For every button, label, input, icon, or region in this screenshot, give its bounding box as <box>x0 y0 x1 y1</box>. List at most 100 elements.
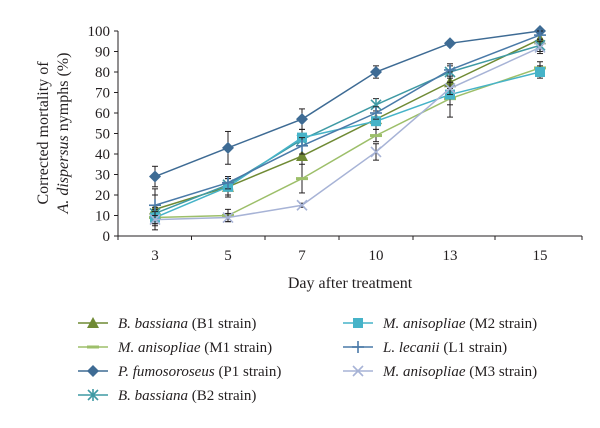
data-point-b <box>370 146 382 158</box>
legend-species: M. anisopliae <box>382 364 466 380</box>
legend-label: B. bassiana (B2 strain) <box>118 388 256 404</box>
data-point <box>535 67 545 77</box>
data-point <box>222 141 234 154</box>
data-point-b <box>534 41 546 53</box>
y-axis-unit: nymphs (%) <box>55 53 72 132</box>
y-axis-title: Corrected mortality of <box>35 61 52 205</box>
x-tick-label: 13 <box>443 248 458 264</box>
legend-item: L. lecanii (L1 strain) <box>343 340 507 356</box>
data-point <box>222 176 234 189</box>
data-point <box>296 199 308 211</box>
data-point <box>149 199 161 212</box>
legend-species: M. anisopliae <box>382 316 466 332</box>
legend-species: M. anisopliae <box>117 340 201 356</box>
series-4 <box>149 38 546 221</box>
legend-marker <box>352 365 364 377</box>
data-point <box>444 37 456 50</box>
y-tick-label: 20 <box>95 188 110 204</box>
data-point <box>296 139 308 152</box>
plot-area <box>149 25 546 231</box>
data-point <box>296 113 308 126</box>
series-line <box>154 38 541 211</box>
y-axis-ticks: 0 10 20 30 40 50 60 70 80 90 100 <box>88 24 118 245</box>
series-line <box>154 34 541 206</box>
legend-label: L. lecanii (L1 strain) <box>382 340 507 356</box>
data-point-b <box>222 211 234 224</box>
legend-strain: (M3 strain) <box>466 364 538 380</box>
legend-marker <box>87 317 99 328</box>
x-tick-label: 3 <box>151 248 159 264</box>
x-axis-ticks: 3 5 7 10 13 15 <box>117 236 583 264</box>
legend-label: M. anisopliae (M1 strain) <box>117 340 272 356</box>
data-point <box>444 63 456 76</box>
legend-item: M. anisopliae (M1 strain) <box>78 340 272 356</box>
y-tick-label: 30 <box>95 168 110 184</box>
legend-strain: (B1 strain) <box>188 316 256 332</box>
legend-strain: (M1 strain) <box>201 340 273 356</box>
legend: B. bassiana (B1 strain) M. anisopliae (M1… <box>78 316 537 404</box>
x-tick-label: 5 <box>224 248 232 264</box>
legend-species: P. fumosoroseus <box>117 364 215 380</box>
legend-marker <box>353 318 363 328</box>
data-point-b <box>296 199 308 211</box>
legend-marker <box>87 365 99 377</box>
legend-label: M. anisopliae (M3 strain) <box>382 364 537 380</box>
data-point <box>149 170 161 183</box>
legend-marker <box>352 341 364 353</box>
y-axis-species: A. dispersus <box>55 135 72 214</box>
data-point <box>534 41 546 53</box>
y-axis-title-line2: A. dispersus nymphs (%) <box>55 53 72 215</box>
y-tick-label: 10 <box>95 209 110 225</box>
data-point <box>371 116 381 127</box>
series-line <box>154 30 541 178</box>
legend-item: P. fumosoroseus (P1 strain) <box>78 364 281 380</box>
legend-marker-b <box>352 365 364 377</box>
x-tick-label: 10 <box>369 248 384 264</box>
series-1 <box>149 32 546 231</box>
legend-item: M. anisopliae (M2 strain) <box>343 316 537 332</box>
series-2 <box>149 61 546 227</box>
legend-label: B. bassiana (B1 strain) <box>118 316 256 332</box>
series-line <box>154 67 541 219</box>
data-point <box>149 214 161 226</box>
legend-species: B. bassiana <box>118 388 188 404</box>
data-point <box>222 211 234 224</box>
data-point <box>534 29 546 42</box>
data-point <box>370 146 382 158</box>
data-point <box>370 66 382 78</box>
legend-label: M. anisopliae (M2 strain) <box>382 316 537 332</box>
y-tick-label: 60 <box>95 106 110 122</box>
data-point-b <box>444 82 456 94</box>
y-tick-label: 100 <box>88 24 111 40</box>
series-7 <box>149 40 546 226</box>
legend-strain: (M2 strain) <box>466 316 538 332</box>
data-point <box>444 82 456 94</box>
chart-axes <box>117 31 582 237</box>
data-point <box>370 107 382 119</box>
legend-item: B. bassiana (B1 strain) <box>78 316 256 332</box>
series-line <box>154 44 541 215</box>
data-point <box>296 150 308 162</box>
y-tick-label: 90 <box>95 45 110 61</box>
legend-item: M. anisopliae (M3 strain) <box>343 364 537 380</box>
y-tick-label: 40 <box>95 147 110 163</box>
series-line <box>154 46 541 221</box>
data-point-b <box>149 214 161 226</box>
x-axis-title: Day after treatment <box>288 275 413 292</box>
legend-strain: (P1 strain) <box>215 364 282 380</box>
y-tick-label: 70 <box>95 86 110 102</box>
legend-marker <box>87 389 99 401</box>
y-tick-label: 50 <box>95 127 110 143</box>
series-6 <box>149 29 546 216</box>
legend-item: B. bassiana (B2 strain) <box>78 388 256 404</box>
legend-species: B. bassiana <box>118 316 188 332</box>
legend-strain: (B2 strain) <box>188 388 256 404</box>
series-3 <box>149 25 546 188</box>
legend-strain: (L1 strain) <box>440 340 507 356</box>
x-tick-label: 7 <box>298 248 306 264</box>
y-tick-label: 80 <box>95 65 110 81</box>
y-tick-label: 0 <box>103 229 111 245</box>
legend-species: L. lecanii <box>382 340 440 356</box>
series-line <box>154 71 541 219</box>
